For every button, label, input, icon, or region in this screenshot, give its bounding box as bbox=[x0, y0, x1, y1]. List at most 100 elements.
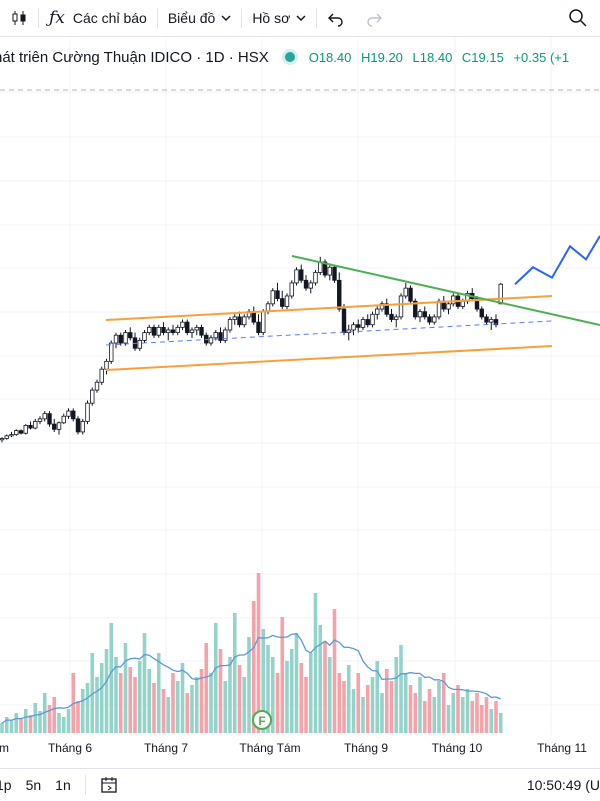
candle-body bbox=[142, 332, 147, 341]
top-toolbar: ƒx Các chỉ báo Biểu đồ Hồ sơ bbox=[0, 0, 600, 37]
candle bbox=[318, 256, 323, 276]
candle-body bbox=[52, 423, 57, 430]
channel-mid-line[interactable] bbox=[105, 320, 553, 346]
x-tick-label: Tháng 6 bbox=[48, 741, 92, 755]
candle bbox=[47, 411, 52, 427]
candle-body bbox=[47, 413, 52, 425]
candle-body bbox=[33, 421, 38, 429]
volume-bar bbox=[370, 677, 375, 733]
volume-bar bbox=[142, 633, 147, 733]
candle bbox=[294, 267, 299, 286]
change-value: +0.35 (+1 bbox=[513, 49, 570, 65]
range-button-3[interactable]: 1n bbox=[55, 777, 71, 793]
undo-button[interactable] bbox=[317, 0, 355, 36]
candle bbox=[132, 332, 138, 351]
candle-body bbox=[18, 430, 24, 434]
candle-body bbox=[489, 319, 494, 323]
calendar-range-icon[interactable] bbox=[100, 776, 118, 794]
quick-search-button[interactable] bbox=[558, 0, 600, 36]
channel-top-line[interactable] bbox=[105, 295, 553, 321]
volume-bar bbox=[0, 723, 4, 733]
volume-bar bbox=[280, 617, 285, 733]
volume-bar bbox=[180, 663, 185, 733]
candle-type-button[interactable] bbox=[0, 0, 38, 36]
volume-bar bbox=[76, 701, 80, 733]
candle-body bbox=[384, 303, 389, 315]
chart-menu-button[interactable]: Biểu đồ bbox=[158, 0, 241, 36]
volume-bar bbox=[289, 649, 294, 733]
trend-line[interactable] bbox=[291, 255, 600, 326]
volume-bar bbox=[323, 641, 327, 733]
volume-bar bbox=[66, 709, 71, 733]
candle-body bbox=[408, 287, 413, 302]
candle bbox=[251, 306, 256, 325]
candle bbox=[23, 424, 28, 435]
candle bbox=[498, 282, 503, 305]
candle bbox=[185, 319, 190, 336]
candle bbox=[147, 324, 152, 336]
candle-body bbox=[436, 300, 442, 318]
volume-bar bbox=[228, 657, 232, 733]
symbol-title[interactable]: hát triên Cường Thuận IDICO · 1D · HSX bbox=[0, 48, 269, 66]
candle-body bbox=[327, 266, 332, 276]
volume-bar bbox=[285, 661, 289, 733]
clock-timezone[interactable]: 10:50:49 (U bbox=[526, 777, 600, 793]
candle bbox=[194, 324, 199, 336]
candle-body bbox=[394, 316, 399, 320]
candle bbox=[365, 314, 370, 328]
redo-button[interactable] bbox=[355, 0, 393, 36]
volume-bar bbox=[318, 625, 323, 733]
volume-bar bbox=[80, 689, 85, 733]
volume-bar bbox=[375, 661, 380, 733]
candle bbox=[489, 316, 494, 330]
candle bbox=[109, 340, 114, 364]
volume-bar bbox=[95, 677, 99, 733]
range-button-2[interactable]: 5n bbox=[25, 777, 42, 793]
volume-bar bbox=[190, 685, 194, 733]
volume-ma-line bbox=[1, 633, 502, 724]
candle bbox=[479, 306, 484, 320]
candle-body bbox=[403, 287, 408, 297]
candle-body bbox=[498, 283, 503, 305]
candle bbox=[465, 290, 470, 304]
forecast-path[interactable] bbox=[514, 235, 600, 285]
candle-body bbox=[185, 321, 190, 333]
volume-bar bbox=[337, 673, 342, 733]
candle-body bbox=[303, 279, 309, 289]
profile-menu-label: Hồ sơ bbox=[252, 10, 291, 26]
volume-bar bbox=[498, 713, 503, 733]
volume-bar bbox=[294, 633, 299, 733]
event-marker[interactable]: F bbox=[252, 710, 272, 730]
candle bbox=[52, 418, 57, 432]
volume-bar bbox=[446, 705, 451, 733]
candle bbox=[37, 416, 43, 425]
volume-bar bbox=[251, 601, 256, 733]
volume-bar bbox=[465, 689, 470, 733]
volume-bar bbox=[123, 643, 128, 733]
volume-bar bbox=[427, 689, 432, 733]
volume-bar bbox=[223, 681, 228, 733]
candle bbox=[413, 298, 418, 320]
range-button-1[interactable]: 1p bbox=[0, 777, 12, 793]
indicators-button[interactable]: ƒx Các chỉ báo bbox=[39, 0, 157, 36]
candle bbox=[408, 285, 413, 304]
candle bbox=[280, 290, 285, 310]
candle bbox=[303, 275, 309, 291]
volume-bar bbox=[33, 703, 38, 733]
market-status-dot[interactable] bbox=[284, 52, 295, 62]
candle-body bbox=[23, 424, 28, 434]
channel-bottom-line[interactable] bbox=[105, 345, 553, 371]
candle bbox=[175, 324, 180, 336]
candle-body bbox=[313, 272, 318, 284]
profile-menu-button[interactable]: Hồ sơ bbox=[242, 0, 316, 36]
candle-body bbox=[75, 418, 81, 433]
candle bbox=[161, 322, 166, 336]
candle bbox=[223, 327, 228, 344]
ohlc-values: O18.40 H19.20 L18.40 C19.15 +0.35 (+1 bbox=[309, 50, 575, 65]
candle-body bbox=[451, 295, 456, 305]
volume-bar bbox=[256, 573, 261, 733]
candle bbox=[422, 306, 427, 320]
candle-body bbox=[123, 332, 128, 344]
candle bbox=[137, 337, 142, 351]
